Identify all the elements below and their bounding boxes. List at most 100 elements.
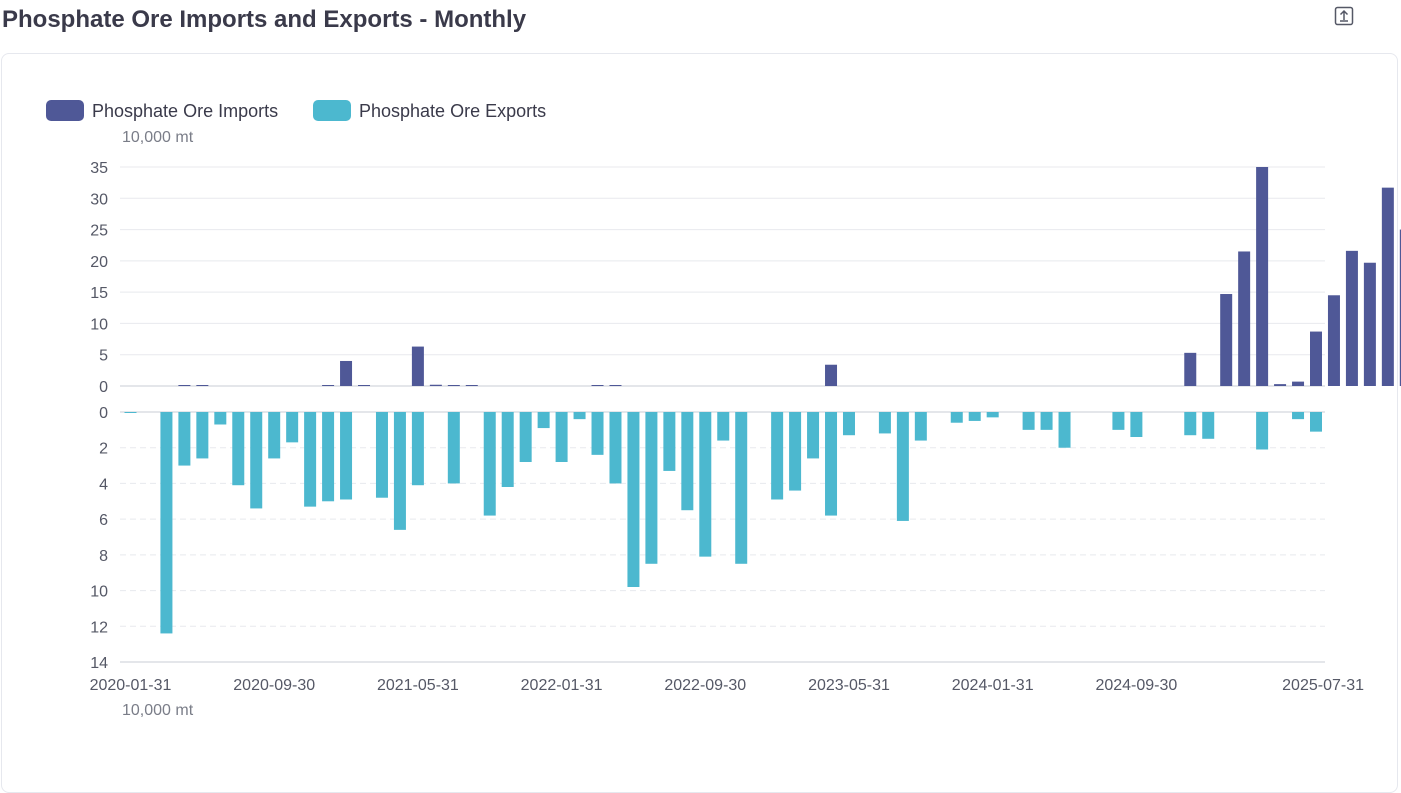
imports-bar[interactable] — [1238, 251, 1251, 386]
exports-bar[interactable] — [501, 412, 514, 487]
legend-swatch[interactable] — [313, 100, 351, 121]
top-y-tick-label: 35 — [90, 160, 108, 177]
exports-bar[interactable] — [268, 412, 281, 459]
exports-bar[interactable] — [842, 412, 855, 436]
exports-bar[interactable] — [160, 412, 173, 634]
exports-bar[interactable] — [375, 412, 388, 498]
exports-bar[interactable] — [1256, 412, 1269, 450]
exports-bar[interactable] — [214, 412, 227, 425]
exports-bar[interactable] — [627, 412, 640, 587]
imports-bar[interactable] — [358, 385, 371, 386]
imports-bar[interactable] — [1310, 331, 1322, 386]
imports-bar[interactable] — [178, 385, 191, 386]
exports-bar[interactable] — [699, 412, 712, 557]
exports-bar[interactable] — [1130, 412, 1143, 437]
exports-bar[interactable] — [537, 412, 550, 429]
legend-label[interactable]: Phosphate Ore Imports — [92, 101, 278, 121]
x-tick-label: 2020-01-31 — [90, 677, 172, 694]
imports-bar[interactable] — [340, 360, 353, 386]
imports-bar[interactable] — [1363, 262, 1376, 386]
x-tick-label: 2024-09-30 — [1095, 677, 1177, 694]
exports-bar[interactable] — [1058, 412, 1071, 448]
imports-bar[interactable] — [1345, 250, 1358, 386]
exports-bar[interactable] — [1292, 412, 1305, 420]
bottom-y-tick-label: 8 — [99, 548, 108, 565]
imports-bar[interactable] — [1220, 294, 1233, 386]
top-unit-label: 10,000 mt — [122, 129, 194, 146]
exports-bar[interactable] — [178, 412, 191, 466]
exports-bar[interactable] — [968, 412, 981, 421]
exports-bar[interactable] — [789, 412, 802, 491]
exports-bar[interactable] — [322, 412, 335, 502]
exports-bar[interactable] — [1184, 412, 1197, 436]
page-title: Phosphate Ore Imports and Exports - Mont… — [2, 6, 527, 33]
exports-bar[interactable] — [393, 412, 406, 530]
exports-bar[interactable] — [447, 412, 460, 484]
bottom-unit-label: 10,000 mt — [122, 702, 194, 719]
exports-bar[interactable] — [896, 412, 909, 521]
exports-bar[interactable] — [807, 412, 820, 459]
exports-bar[interactable] — [411, 412, 424, 486]
exports-bar[interactable] — [681, 412, 694, 511]
imports-bar[interactable] — [196, 385, 209, 386]
exports-bar[interactable] — [825, 412, 838, 516]
top-y-tick-label: 20 — [90, 254, 108, 271]
x-tick-label: 2024-01-31 — [952, 677, 1034, 694]
exports-bar[interactable] — [986, 412, 999, 418]
exports-bar[interactable] — [663, 412, 676, 471]
bottom-y-tick-label: 14 — [90, 655, 108, 672]
imports-bar[interactable] — [609, 385, 622, 386]
exports-bar[interactable] — [609, 412, 622, 484]
exports-bar[interactable] — [1022, 412, 1035, 430]
top-y-tick-label: 25 — [90, 223, 108, 240]
imports-bar[interactable] — [1274, 384, 1287, 386]
exports-bar[interactable] — [250, 412, 263, 509]
exports-bar[interactable] — [483, 412, 496, 516]
exports-bar[interactable] — [573, 412, 586, 420]
exports-bar[interactable] — [878, 412, 891, 434]
legend: Phosphate Ore Imports Phosphate Ore Expor… — [46, 100, 546, 121]
export-button[interactable] — [1334, 6, 1354, 26]
exports-bar[interactable] — [950, 412, 963, 423]
exports-bar[interactable] — [717, 412, 730, 441]
exports-bar[interactable] — [232, 412, 245, 486]
bottom-y-tick-label: 2 — [99, 441, 108, 458]
exports-bar[interactable] — [555, 412, 568, 462]
imports-bar[interactable] — [411, 346, 424, 386]
imports-bar[interactable] — [1381, 187, 1394, 386]
imports-bar[interactable] — [1292, 381, 1305, 386]
exports-bar[interactable] — [1112, 412, 1125, 430]
exports-bar[interactable] — [196, 412, 209, 459]
exports-bar[interactable] — [1202, 412, 1215, 439]
exports-bar[interactable] — [735, 412, 748, 564]
exports-bar[interactable] — [771, 412, 784, 500]
x-tick-label: 2025-07-31 — [1282, 677, 1364, 694]
imports-bar[interactable] — [825, 364, 838, 386]
export-icon — [1334, 6, 1354, 26]
exports-bar[interactable] — [591, 412, 604, 455]
exports-bar[interactable] — [286, 412, 299, 443]
imports-bar[interactable] — [1184, 352, 1197, 386]
imports-bar[interactable] — [429, 384, 442, 386]
imports-bar[interactable] — [1399, 229, 1401, 386]
exports-bar[interactable] — [1310, 412, 1322, 432]
imports-bar[interactable] — [1256, 167, 1269, 386]
exports-bar[interactable] — [304, 412, 317, 507]
exports-bar[interactable] — [645, 412, 658, 564]
imports-bar[interactable] — [465, 385, 478, 386]
bottom-y-tick-label: 6 — [99, 512, 108, 529]
top-y-tick-label: 10 — [90, 316, 108, 333]
exports-bar[interactable] — [914, 412, 927, 441]
exports-bar[interactable] — [1040, 412, 1053, 430]
exports-bar[interactable] — [340, 412, 353, 500]
imports-bar[interactable] — [322, 385, 335, 386]
legend-swatch[interactable] — [46, 100, 84, 121]
exports-bar[interactable] — [124, 412, 137, 413]
imports-bar[interactable] — [1327, 295, 1340, 386]
legend-label[interactable]: Phosphate Ore Exports — [359, 101, 546, 121]
exports-bar[interactable] — [519, 412, 532, 462]
chart: Phosphate Ore Imports Phosphate Ore Expor… — [46, 100, 1401, 719]
imports-bar[interactable] — [447, 385, 460, 386]
imports-bar[interactable] — [591, 385, 604, 386]
x-tick-label: 2022-01-31 — [521, 677, 603, 694]
